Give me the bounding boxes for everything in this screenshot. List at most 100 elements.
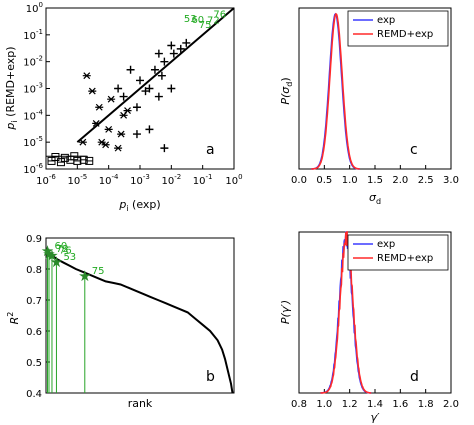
cross-point (145, 125, 154, 134)
panel-a-letter: a (206, 142, 215, 158)
cross-point (141, 87, 150, 96)
cross-point (176, 44, 185, 53)
y-tick-label: 100 (26, 1, 43, 15)
y-tick-label: 0.9 (26, 234, 42, 245)
x-tick-label: 1.2 (342, 399, 358, 410)
cross-point (157, 71, 166, 80)
x-tick-label: 2.0 (392, 175, 408, 186)
series-remd-exp (320, 231, 372, 394)
cross-point (154, 49, 163, 58)
legend-label: exp (377, 239, 395, 250)
panel-b-xlabel: rank (128, 397, 153, 410)
star-point (104, 125, 113, 133)
cross-point (114, 84, 123, 93)
panel-a-xlabel: pi (exp) (118, 198, 160, 213)
star-point (88, 87, 97, 95)
star-point (97, 138, 106, 146)
highlight-star: ★ (45, 247, 58, 265)
highlight-label-53: 53 (184, 14, 197, 25)
x-tick-label: 10-3 (130, 173, 150, 187)
cross-point (132, 130, 141, 139)
highlight-star: ★ (41, 242, 54, 260)
highlight-star: ★ (42, 245, 55, 263)
star-point (123, 107, 132, 115)
panel-d-ylabel: P(γ′) (279, 300, 292, 324)
legend-box (347, 234, 449, 271)
legend-label: REMD+exp (377, 253, 433, 264)
y-tick-label: 10-2 (23, 55, 43, 69)
x-tick-label: 1.6 (392, 399, 408, 410)
x-tick-label: 10-1 (193, 173, 213, 187)
r2-curve (46, 249, 234, 394)
cross-point (150, 65, 159, 74)
x-tick-label: 2.0 (443, 399, 459, 410)
x-tick-label: 10-2 (161, 173, 181, 187)
x-tick-label: 100 (225, 173, 242, 187)
panel-b-ylabel: R2 (6, 312, 21, 325)
x-tick-label: 3.0 (443, 175, 459, 186)
y-tick-label: 10-6 (23, 162, 43, 176)
panel-c: 0.0 0.5 1.0 1.5 2.0 2.5 3.0 exp REMD+exp σd P(σ… (279, 7, 459, 206)
star-point (117, 130, 126, 138)
series-remd-exp (311, 12, 360, 170)
cross-point (160, 144, 169, 153)
highlight-label-75: 75 (199, 20, 212, 31)
x-tick-label: 0.0 (291, 175, 307, 186)
x-tick-label: 0.8 (291, 399, 307, 410)
highlight-label-76: 76 (59, 246, 72, 257)
cross-point (136, 76, 144, 85)
panel-b-frame (45, 237, 235, 394)
x-tick-label: 1.0 (316, 399, 332, 410)
cross-point (169, 49, 178, 58)
highlight-label-72: 72 (56, 244, 69, 255)
highlight-label-60: 60 (54, 241, 67, 252)
cross-point (119, 92, 128, 101)
star-point (114, 144, 123, 152)
highlight-label-76: 76 (213, 9, 226, 20)
x-tick-label: 10-5 (67, 173, 87, 187)
legend-box (347, 10, 449, 47)
x-tick-label: 10-4 (99, 173, 119, 187)
fit-line (76, 7, 235, 143)
cross-point (182, 38, 191, 47)
x-tick-label: 1.0 (342, 175, 358, 186)
x-tick-label: 2.5 (418, 175, 434, 186)
star-point (78, 138, 87, 146)
x-tick-label: 1.4 (367, 399, 383, 410)
star-point (95, 103, 104, 111)
y-tick-label: 0.7 (26, 296, 42, 307)
panel-c-ylabel: P(σd) (279, 77, 294, 104)
legend-label: exp (377, 15, 395, 26)
panel-c-xlabel: σd (369, 191, 381, 206)
star-point (107, 95, 116, 103)
x-tick-label: 10-6 (36, 173, 56, 187)
y-tick-label: 10-3 (23, 82, 43, 96)
cross-point (126, 65, 135, 74)
cross-point (132, 103, 141, 112)
highlight-star: ★ (78, 267, 91, 285)
highlight-label-53: 53 (63, 252, 76, 263)
x-tick-label: 1.8 (418, 399, 434, 410)
highlight-label-75: 75 (92, 266, 105, 277)
y-tick-label: 10-4 (23, 108, 43, 122)
panel-a: 10-6 10-5 10-4 10-3 10-2 10-1 100 10-6 10-5 10-4 1… (4, 1, 243, 213)
panel-d-xlabel: γ′ (370, 411, 380, 424)
x-tick-label: 1.5 (367, 175, 383, 186)
x-tick-label: 0.5 (316, 175, 332, 186)
star-point (101, 141, 110, 149)
cross-point (160, 57, 169, 66)
y-tick-label: 0.8 (26, 265, 42, 276)
highlight-label-72: 72 (207, 16, 220, 27)
star-point (82, 72, 91, 80)
cross-point (154, 92, 163, 101)
cross-point (167, 41, 176, 50)
cross-point (167, 84, 176, 93)
y-tick-label: 10-5 (23, 135, 43, 149)
panel-b-letter: b (206, 369, 215, 385)
highlight-star: ★ (50, 253, 63, 271)
panel-a-ylabel: pi (REMD+exp) (4, 46, 19, 130)
panel-b: 0.40.50.60.70.80.9 ★ 60★ 72★ 76★ 53★ 75 rank … (6, 234, 235, 410)
panel-c-letter: c (410, 142, 418, 158)
y-tick-label: 0.4 (26, 389, 42, 400)
